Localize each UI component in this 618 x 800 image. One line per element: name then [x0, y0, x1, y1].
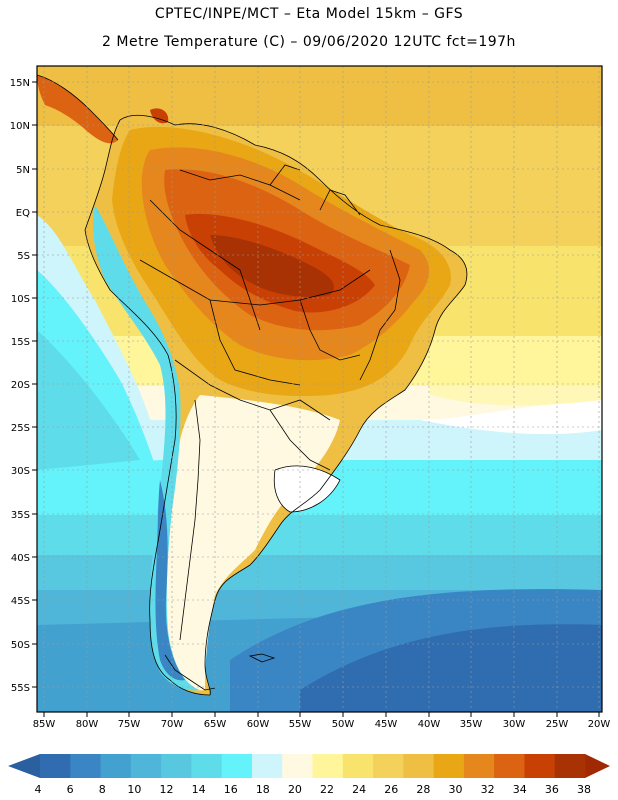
colorbar-swatch	[433, 754, 465, 778]
axis-ticks	[32, 81, 600, 717]
colorbar-swatch	[312, 754, 344, 778]
colorbar-swatch	[524, 754, 556, 778]
colorbar-label: 36	[545, 783, 559, 796]
colorbar-swatch	[494, 754, 525, 778]
colorbar-swatch	[191, 754, 223, 778]
colorbar-label: 34	[513, 783, 527, 796]
lat-label: 45S	[11, 596, 30, 607]
colorbar-swatch	[161, 754, 192, 778]
lon-label: 65W	[204, 719, 227, 730]
colorbar-swatch	[554, 754, 586, 778]
lon-label: 40W	[418, 719, 441, 730]
colorbar: 4 6 8 10 12 14 16 18 20 22 24 26 28 30 32 34 36 38	[8, 754, 610, 796]
lon-label: 70W	[161, 719, 184, 730]
latitude-labels: 15N 10N 5N EQ 5S 10S 15S 20S 25S 30S 35S…	[10, 78, 30, 694]
colorbar-swatch	[70, 754, 102, 778]
lat-label: 15S	[11, 337, 30, 348]
lat-label: 10N	[10, 121, 30, 132]
colorbar-label: 24	[352, 783, 366, 796]
colorbar-swatch	[100, 754, 132, 778]
colorbar-label: 14	[192, 783, 206, 796]
colorbar-high-arrow	[585, 754, 610, 778]
colorbar-label: 22	[320, 783, 334, 796]
lon-label: 20W	[588, 719, 611, 730]
map-title-line1: CPTEC/INPE/MCT – Eta Model 15km – GFS	[154, 6, 464, 22]
colorbar-swatch	[221, 754, 253, 778]
colorbar-swatch	[373, 754, 404, 778]
colorbar-swatch	[282, 754, 313, 778]
lon-label: 55W	[289, 719, 312, 730]
lat-label: EQ	[16, 208, 30, 219]
colorbar-label: 4	[35, 783, 42, 796]
lon-label: 50W	[332, 719, 355, 730]
lat-label: 50S	[11, 640, 30, 651]
colorbar-swatch	[40, 754, 71, 778]
colorbar-label: 10	[127, 783, 141, 796]
colorbar-label: 12	[159, 783, 173, 796]
lat-label: 25S	[11, 423, 30, 434]
lon-label: 60W	[247, 719, 270, 730]
colorbar-swatch	[463, 754, 495, 778]
graticule	[37, 66, 602, 712]
colorbar-swatch	[342, 754, 374, 778]
colorbar-swatch	[403, 754, 435, 778]
lon-label: 85W	[33, 719, 56, 730]
country-borders	[37, 74, 468, 696]
colorbar-label: 8	[99, 783, 106, 796]
lat-label: 40S	[11, 553, 30, 564]
map-title-line2: 2 Metre Temperature (C) – 09/06/2020 12U…	[102, 34, 516, 50]
map-frame	[36, 65, 603, 713]
lon-label: 25W	[546, 719, 569, 730]
colorbar-label: 26	[384, 783, 398, 796]
longitude-labels: 85W 80W 75W 70W 65W 60W 55W 50W 45W 40W …	[33, 719, 611, 730]
lat-label: 5N	[16, 165, 30, 176]
lon-label: 45W	[375, 719, 398, 730]
lat-label: 15N	[10, 78, 30, 89]
colorbar-label: 18	[256, 783, 270, 796]
colorbar-label: 32	[481, 783, 495, 796]
lat-label: 5S	[17, 251, 30, 262]
lon-label: 75W	[118, 719, 141, 730]
lat-label: 20S	[11, 380, 30, 391]
colorbar-label: 28	[416, 783, 430, 796]
colorbar-label: 6	[67, 783, 74, 796]
colorbar-label: 38	[577, 783, 591, 796]
lon-label: 35W	[460, 719, 483, 730]
colorbar-low-arrow	[8, 754, 40, 778]
colorbar-label: 16	[224, 783, 238, 796]
colorbar-swatch	[130, 754, 162, 778]
lon-label: 30W	[503, 719, 526, 730]
colorbar-label: 20	[288, 783, 302, 796]
lon-label: 80W	[76, 719, 99, 730]
lat-label: 35S	[11, 510, 30, 521]
colorbar-label: 30	[449, 783, 463, 796]
map-field	[37, 66, 602, 712]
colorbar-swatch	[251, 754, 283, 778]
lat-label: 55S	[11, 683, 30, 694]
lat-label: 10S	[11, 294, 30, 305]
lat-label: 30S	[11, 466, 30, 477]
